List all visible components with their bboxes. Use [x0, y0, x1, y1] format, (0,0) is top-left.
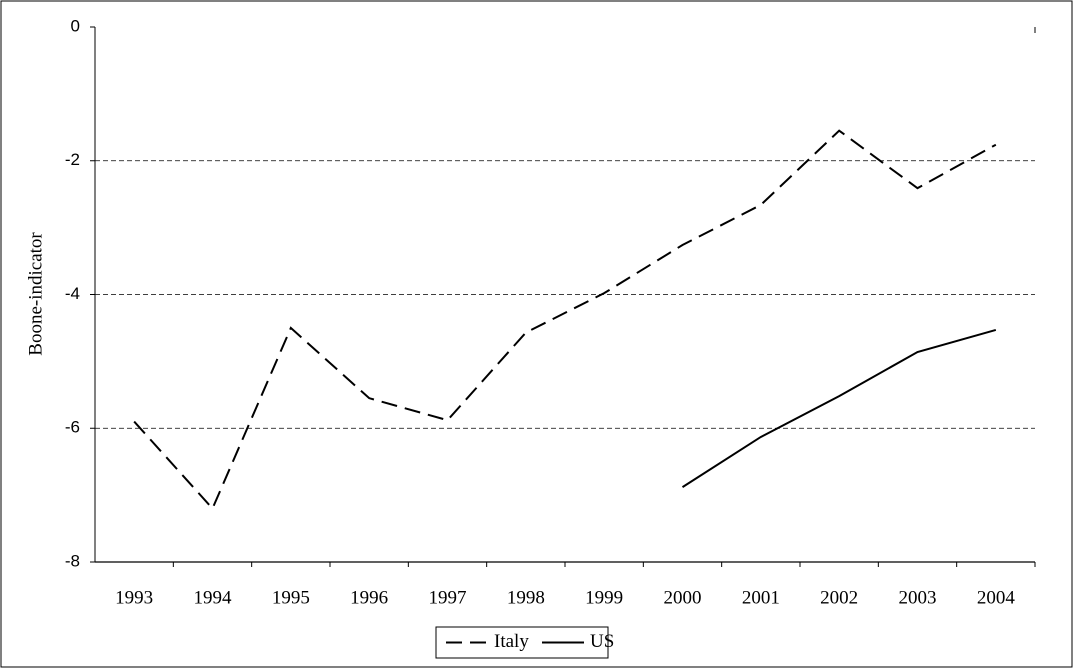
x-tick-label: 1995 — [272, 587, 310, 608]
x-tick-label: 1999 — [585, 587, 623, 608]
line-series — [681, 328, 997, 488]
y-tick-label: -4 — [65, 284, 80, 303]
x-tick-label: 1997 — [429, 587, 467, 608]
x-tick-label: 2004 — [977, 587, 1016, 608]
legend-label: US — [590, 631, 614, 652]
y-tick-label: 0 — [71, 16, 80, 35]
y-tick-label: -2 — [65, 150, 80, 169]
x-tick-label: 2000 — [664, 587, 702, 608]
x-tick-label: 2001 — [742, 587, 780, 608]
legend-label: Italy — [494, 631, 529, 652]
line-series — [133, 129, 997, 511]
y-axis-label: Boone-indicator — [25, 232, 46, 356]
x-tick-label: 1994 — [194, 587, 233, 608]
x-tick-label: 1998 — [507, 587, 545, 608]
x-tick-label: 1996 — [350, 587, 388, 608]
y-tick-label: -6 — [65, 418, 80, 437]
y-tick-label: -8 — [65, 551, 80, 570]
x-tick-label: 1993 — [115, 587, 153, 608]
x-tick-label: 2002 — [820, 587, 858, 608]
x-tick-label: 2003 — [899, 587, 937, 608]
